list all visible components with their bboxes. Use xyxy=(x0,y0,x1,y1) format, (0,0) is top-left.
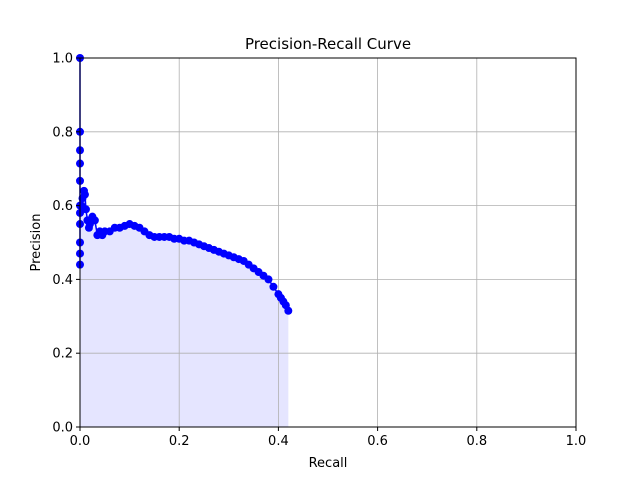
tick-layer: 0.0 0.2 0.4 0.6 0.8 1.0 0.0 0.2 0.4 0.6 0.8 1.0 xyxy=(52,52,586,450)
y-tick-label: 0.0 xyxy=(52,421,73,436)
y-tick-label: 0.6 xyxy=(52,199,73,214)
data-point xyxy=(81,205,90,214)
plot-frame xyxy=(79,57,577,428)
data-point xyxy=(269,282,278,291)
y-tick-label: 1.0 xyxy=(52,52,73,67)
chart-title: Precision-Recall Curve xyxy=(245,35,411,53)
data-point xyxy=(284,306,293,315)
data-point xyxy=(264,275,273,284)
x-tick-label: 0.6 xyxy=(367,434,388,449)
x-tick-label: 0.2 xyxy=(169,434,190,449)
data-point xyxy=(90,216,99,225)
data-point xyxy=(80,190,89,199)
x-tick-label: 0.8 xyxy=(466,434,487,449)
x-tick-label: 0.4 xyxy=(268,434,289,449)
x-tick-label: 0.0 xyxy=(70,434,91,449)
x-tick-label: 1.0 xyxy=(566,434,587,449)
y-tick-label: 0.8 xyxy=(52,125,73,140)
y-axis-label: Precision xyxy=(29,213,44,271)
y-tick-label: 0.2 xyxy=(52,347,73,362)
x-axis-label: Recall xyxy=(309,456,348,471)
y-tick-label: 0.4 xyxy=(52,273,73,288)
series-layer xyxy=(76,54,293,315)
